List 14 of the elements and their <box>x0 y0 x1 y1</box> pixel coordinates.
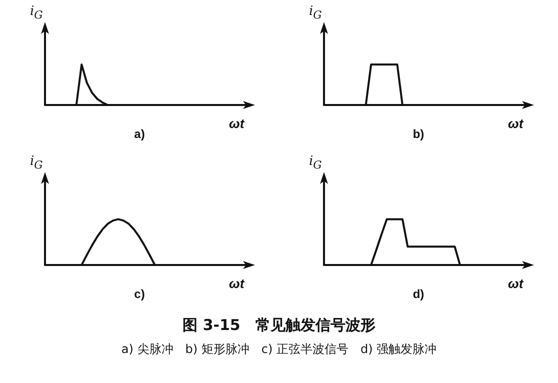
y-axis-title: i$_{G}$ <box>30 154 43 172</box>
text: a) 尖脉冲 b) 矩形脉冲 c) 正弦半波信号 d) 强触发脉冲 <box>120 341 438 358</box>
text: c) <box>134 287 145 301</box>
text: 图 3-15 常见触发信号波形 <box>182 316 376 335</box>
text: a) <box>134 127 145 141</box>
x-axis-title: ωt <box>508 116 524 131</box>
y-axis-title: i$_{G}$ <box>309 4 322 22</box>
x-axis-title: ωt <box>229 276 245 291</box>
x-axis-title: ωt <box>508 276 524 291</box>
text: d) <box>412 287 424 301</box>
x-axis-title: ωt <box>229 116 245 131</box>
text: b) <box>412 127 424 141</box>
y-axis-title: i$_{G}$ <box>30 4 43 22</box>
y-axis-title: i$_{G}$ <box>309 154 322 172</box>
